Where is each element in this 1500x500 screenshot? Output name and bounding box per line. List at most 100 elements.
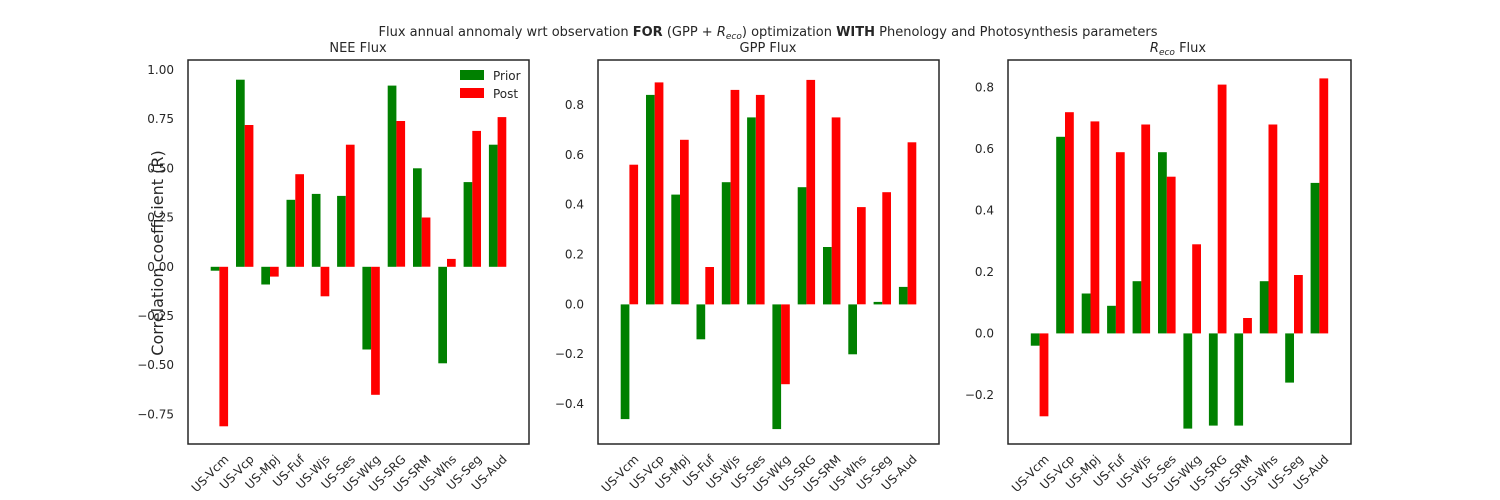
reco-y-tick-label: 0.2 (975, 265, 994, 279)
gpp-bar-prior-us-vcm (620, 304, 630, 420)
gpp-bar-prior-us-fuf (696, 304, 706, 340)
gpp-y-tick-label: 0.2 (565, 248, 584, 262)
gpp-bar-prior-us-whs (848, 304, 857, 355)
gpp-y-tick-label: −0.4 (555, 397, 584, 411)
gpp-flux-chart: 0.80.60.40.20.0−0.2−0.4US-VcmUS-VcpUS-Mp… (555, 59, 940, 495)
nee-y-tick-label: 0.75 (147, 112, 174, 126)
nee-bar-post-us-aud (497, 117, 507, 267)
gpp-bar-post-us-whs (857, 207, 866, 305)
reco-bar-prior-us-wjs (1132, 281, 1142, 334)
gpp-bar-prior-us-seg (873, 301, 883, 305)
gpp-bar-post-us-wkg (781, 304, 790, 385)
gpp-bar-prior-us-srg (797, 187, 807, 305)
reco-bar-prior-us-whs (1259, 281, 1269, 334)
reco-y-tick-label: 0.0 (975, 326, 994, 340)
nee-y-tick-label: −0.25 (137, 309, 174, 323)
nee-bar-prior-us-vcm (210, 266, 220, 271)
gpp-y-tick-label: 0.6 (565, 148, 584, 162)
figure-suptitle: Flux annual annomaly wrt observation FOR… (379, 25, 1158, 42)
reco-bar-prior-us-mpj (1081, 293, 1091, 334)
reco-bar-post-us-wjs (1141, 124, 1151, 334)
nee-bar-post-us-srm (421, 217, 431, 267)
reco-bar-post-us-fuf (1115, 152, 1125, 334)
reco-chart-title: Reco Flux (1150, 41, 1207, 58)
reco-bar-post-us-vcp (1065, 112, 1074, 334)
reco-bar-post-us-whs (1268, 124, 1278, 334)
gpp-bar-post-us-seg (882, 192, 891, 305)
reco-bar-prior-us-aud (1310, 182, 1320, 334)
nee-bar-prior-us-seg (463, 182, 473, 267)
gpp-axes-frame (597, 59, 940, 445)
gpp-bar-prior-us-vcp (646, 94, 655, 305)
nee-bar-prior-us-whs (438, 266, 447, 364)
nee-bar-post-us-vcp (244, 125, 254, 267)
gpp-bar-prior-us-wkg (772, 304, 782, 430)
gpp-bar-post-us-aud (907, 142, 917, 305)
nee-bar-post-us-wjs (320, 266, 330, 297)
reco-bar-prior-us-ses (1158, 152, 1167, 334)
nee-y-tick-label: 1.00 (147, 63, 174, 77)
gpp-bar-prior-us-mpj (671, 194, 680, 305)
reco-bar-post-us-seg (1294, 275, 1303, 334)
nee-chart-title: NEE Flux (329, 41, 387, 56)
reco-bar-post-us-srg (1217, 84, 1227, 334)
nee-bar-prior-us-aud (488, 144, 498, 267)
reco-bar-prior-us-fuf (1107, 305, 1116, 334)
nee-bar-prior-us-wkg (362, 266, 372, 350)
gpp-bar-post-us-wjs (730, 89, 740, 305)
reco-axes-frame (1007, 59, 1352, 445)
nee-y-tick-label: −0.75 (137, 408, 174, 422)
reco-bar-post-us-aud (1319, 78, 1329, 334)
legend: Prior Post (460, 69, 521, 101)
nee-flux-chart: 1.000.750.500.250.00−0.25−0.50−0.75US-Vc… (137, 59, 530, 495)
gpp-bar-post-us-ses (755, 94, 765, 305)
nee-bar-post-us-srg (396, 121, 406, 267)
gpp-y-tick-label: −0.2 (555, 347, 584, 361)
reco-flux-chart: 0.80.60.40.20.0−0.2US-VcmUS-VcpUS-MpjUS-… (965, 59, 1352, 495)
nee-bar-post-us-vcm (219, 266, 229, 427)
reco-y-tick-label: 0.8 (975, 81, 994, 95)
reco-bar-post-us-vcm (1039, 333, 1049, 417)
reco-y-tick-label: −0.2 (965, 388, 994, 402)
gpp-y-tick-label: 0.4 (565, 198, 584, 212)
nee-bar-prior-us-vcp (236, 79, 245, 267)
nee-y-tick-label: 0.00 (147, 260, 174, 274)
nee-axes-frame (187, 59, 530, 445)
reco-bar-prior-us-srg (1208, 333, 1218, 426)
gpp-bar-post-us-mpj (680, 139, 689, 305)
nee-bar-post-us-seg (472, 130, 481, 267)
gpp-chart-title: GPP Flux (740, 41, 797, 56)
reco-bar-post-us-mpj (1090, 121, 1100, 334)
legend-post-label: Post (493, 87, 518, 101)
gpp-bar-prior-us-ses (747, 117, 756, 305)
gpp-bar-prior-us-wjs (721, 182, 731, 305)
gpp-y-tick-label: 0.0 (565, 297, 584, 311)
reco-bar-prior-us-srm (1234, 333, 1244, 426)
reco-bar-prior-us-seg (1285, 333, 1294, 383)
gpp-bar-post-us-srm (831, 117, 841, 305)
nee-y-tick-label: 0.25 (147, 211, 174, 225)
nee-bar-prior-us-wjs (311, 193, 321, 267)
gpp-y-tick-label: 0.8 (565, 98, 584, 112)
reco-bar-post-us-ses (1166, 176, 1176, 334)
nee-bar-post-us-whs (447, 258, 456, 267)
reco-y-tick-label: 0.6 (975, 142, 994, 156)
gpp-bar-post-us-vcm (629, 164, 639, 305)
gpp-bar-prior-us-srm (823, 247, 832, 305)
nee-bar-post-us-mpj (270, 266, 279, 277)
gpp-bar-post-us-srg (806, 79, 816, 305)
gpp-bar-post-us-fuf (705, 267, 714, 305)
reco-bar-prior-us-wkg (1183, 333, 1193, 429)
nee-bar-prior-us-mpj (261, 266, 270, 285)
legend-post-swatch (460, 88, 484, 98)
reco-bar-post-us-wkg (1192, 244, 1201, 334)
legend-prior-label: Prior (493, 69, 521, 83)
nee-bar-prior-us-srm (413, 168, 422, 267)
reco-bar-post-us-srm (1243, 318, 1252, 334)
y-axis-label: Correlation coefficient (R) (148, 150, 167, 355)
nee-bar-prior-us-srg (387, 85, 397, 267)
nee-bar-post-us-fuf (295, 174, 304, 267)
nee-bar-prior-us-ses (337, 195, 346, 267)
reco-y-tick-label: 0.4 (975, 204, 994, 218)
